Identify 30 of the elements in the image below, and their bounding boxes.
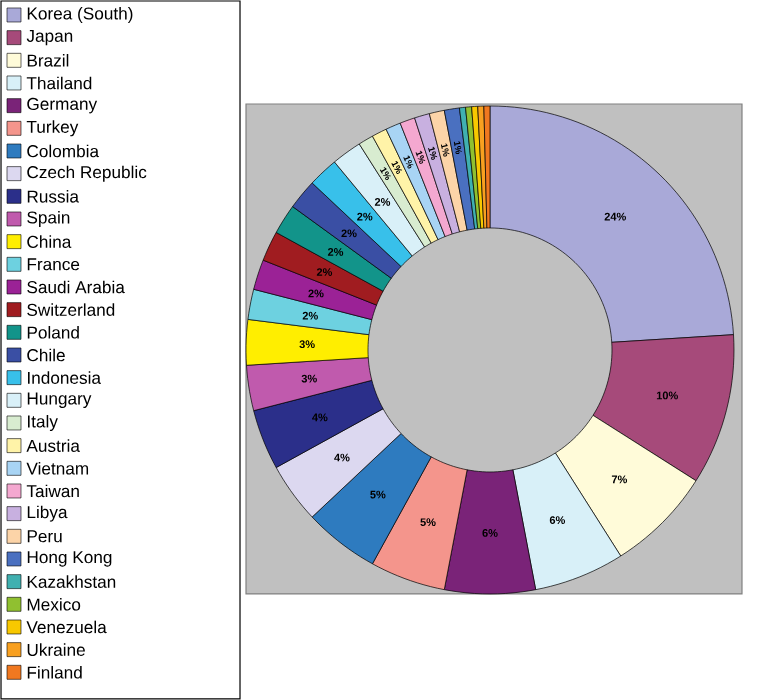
legend-label: Venezuela <box>26 620 107 634</box>
legend-label: Saudi Arabia <box>27 280 125 294</box>
legend-label: Vietnam <box>26 462 89 475</box>
legend-label: Korea (South) <box>27 6 133 23</box>
legend-label: Spain <box>27 210 70 227</box>
legend-label: Turkey <box>26 120 79 137</box>
legend-label: Mexico <box>27 598 81 611</box>
legend-label: Russia <box>27 190 79 203</box>
legend-label: Japan <box>26 29 73 46</box>
legend-label: Peru <box>27 530 62 543</box>
legend-label: Czech Republic <box>27 165 147 182</box>
legend-label: Taiwan <box>26 484 79 498</box>
legend-label: Libya <box>27 505 68 522</box>
legend-label: Hungary <box>27 392 92 409</box>
legend-label: Germany <box>27 97 98 114</box>
legend-label: Ukraine <box>27 643 85 656</box>
legend-label: China <box>27 235 72 248</box>
legend-label: Finland <box>27 666 82 679</box>
legend-label: Austria <box>26 439 80 452</box>
legend-label: Brazil <box>27 54 69 67</box>
legend-label: Italy <box>28 414 58 431</box>
legend-label: Chile <box>27 348 65 362</box>
legend-label: Switzerland <box>27 303 115 316</box>
legend-label: Colombia <box>27 144 100 158</box>
legend-label: Kazakhstan <box>27 575 116 588</box>
legend-label: Thailand <box>26 76 92 90</box>
legend-label: Hong Kong <box>27 551 112 567</box>
legend-label: France <box>27 258 80 271</box>
legend-label: Indonesia <box>28 371 101 384</box>
legend-label: Poland <box>27 326 79 339</box>
